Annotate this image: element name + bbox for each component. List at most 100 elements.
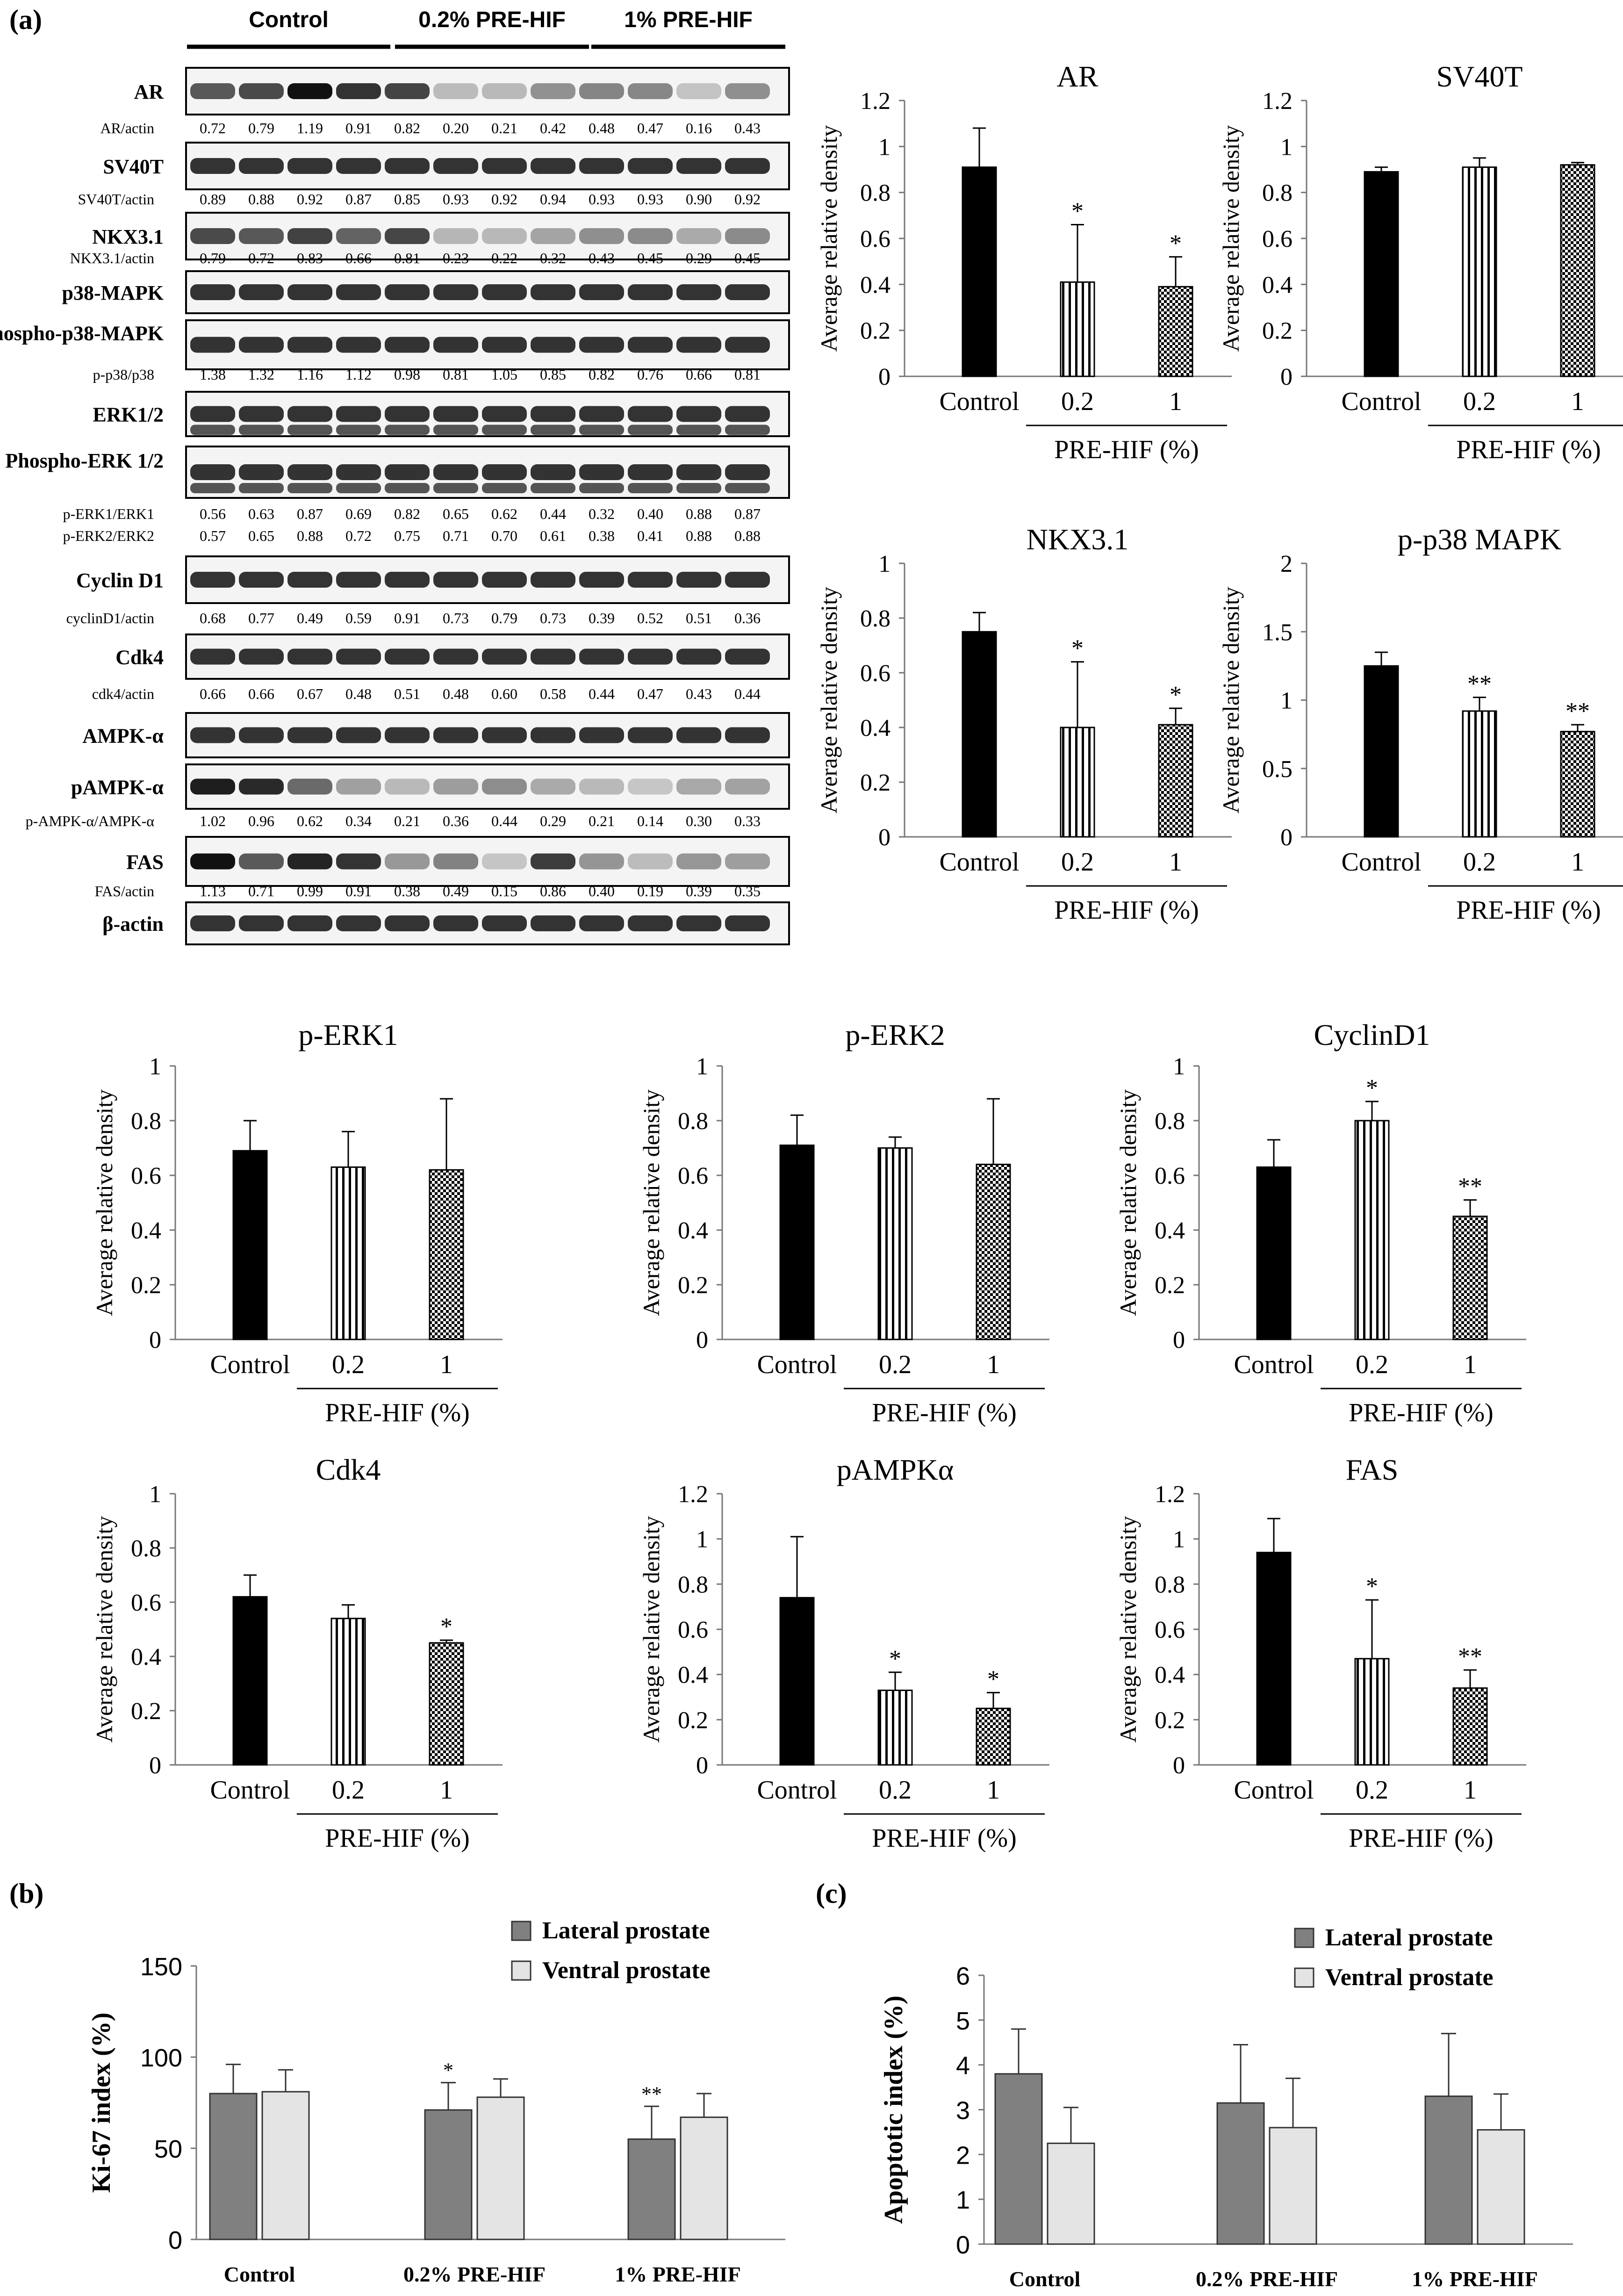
y-tick-label: 4 [956, 2052, 970, 2080]
blot-band [579, 572, 624, 588]
blot-band-lower [676, 425, 721, 435]
blot-row-label: FAS [126, 851, 164, 874]
blot-band [385, 648, 430, 665]
blot-band [385, 228, 430, 244]
ratio-label: p-AMPK-α/AMPK-α [26, 813, 155, 829]
bar [1452, 1216, 1488, 1340]
blot-band-lower [336, 425, 381, 435]
ratio-value: 0.56 [200, 505, 226, 522]
y-tick-label: 0.8 [131, 1535, 161, 1562]
bar [1462, 166, 1497, 377]
y-tick-label: 0 [1280, 364, 1293, 390]
blot-band [628, 228, 673, 244]
ratio-value: 0.79 [491, 610, 517, 626]
y-tick-label: 0.8 [1155, 1571, 1185, 1598]
blot-band [628, 915, 673, 931]
bar [232, 1596, 268, 1766]
ratio-label: cyclinD1/actin [66, 610, 154, 626]
significance-marker: ** [1458, 1173, 1482, 1200]
x-tick-label: 0.2 [1463, 848, 1496, 877]
ratio-value: 0.91 [345, 883, 372, 900]
ratio-value: 0.21 [491, 120, 517, 137]
blot-band [531, 778, 575, 795]
bar [976, 1707, 1011, 1766]
chart-title: p-ERK2 [845, 1018, 945, 1051]
ratio-value: 0.81 [734, 366, 761, 383]
ratio-label: SV40T/actin [78, 191, 154, 208]
blot-band [433, 83, 478, 99]
x-tick-label: Control [210, 1776, 290, 1805]
blot-band [336, 853, 381, 870]
blot-band [239, 727, 284, 743]
blot-band [287, 727, 332, 743]
ratio-value: 0.21 [589, 813, 615, 829]
ratio-value: 0.59 [345, 610, 372, 626]
blot-band [579, 83, 624, 99]
y-tick-label: 150 [140, 1953, 182, 1981]
blot-band [482, 158, 527, 174]
ratio-value: 0.82 [589, 366, 615, 383]
blot-band-lower [287, 425, 332, 435]
legend-swatch [1294, 1967, 1314, 1988]
significance-marker: ** [641, 2082, 662, 2105]
ratio-value: 0.88 [248, 191, 274, 208]
bar [476, 2096, 525, 2240]
blot-frame [185, 67, 790, 115]
significance-marker: * [440, 1613, 452, 1640]
x-tick-label: Control [1341, 848, 1421, 877]
blot-row-label: Phospho-ERK 1/2 [5, 449, 164, 472]
ratio-value: 0.30 [686, 813, 712, 829]
y-tick-label: 0.2 [860, 318, 890, 345]
x-tick-label: 1% PRE-HIF [615, 2262, 741, 2286]
bar [976, 1164, 1011, 1340]
ratio-value: 0.85 [540, 366, 566, 383]
blot-band [385, 337, 430, 353]
group-label: PRE-HIF (%) [872, 1824, 1017, 1853]
bar [1060, 281, 1095, 377]
x-tick-label: 1 [440, 1776, 453, 1805]
ratio-value: 0.42 [540, 120, 566, 137]
ratio-value: 0.73 [540, 610, 566, 626]
group-label: PRE-HIF (%) [1054, 896, 1199, 925]
y-axis-label: Average relative density [1115, 1089, 1141, 1316]
blot-band [531, 337, 575, 353]
blot-band [676, 853, 721, 870]
blot-band-lower [433, 425, 478, 435]
blot-band [482, 778, 527, 795]
blot-band [239, 572, 284, 588]
ratio-value: 0.60 [491, 685, 517, 702]
blot-band-lower [482, 425, 527, 435]
y-axis-label: Average relative density [638, 1089, 664, 1316]
ratio-value: 0.49 [297, 610, 323, 626]
chart-title: AR [1057, 60, 1099, 93]
blot-band [287, 778, 332, 795]
blot-band [482, 572, 527, 588]
blot-band [190, 853, 235, 870]
blot-band [385, 406, 430, 422]
blot-frame [185, 836, 790, 887]
blot-band-lower [239, 425, 284, 435]
blot-band-lower [190, 425, 235, 435]
y-tick-label: 0 [149, 1327, 161, 1353]
ratio-value: 0.72 [200, 120, 226, 137]
blot-band [190, 158, 235, 174]
y-tick-label: 0 [149, 1752, 161, 1779]
chart-title: p-ERK1 [298, 1018, 398, 1051]
y-tick-label: 0.4 [1262, 272, 1293, 298]
panel-label-c: (c) [816, 1878, 847, 1909]
blot-band-lower [190, 483, 235, 493]
blot-band [239, 915, 284, 931]
blot-band [579, 464, 624, 480]
ratio-value: 0.99 [297, 883, 323, 900]
blot-band [433, 915, 478, 931]
blot-band [190, 572, 235, 588]
x-tick-label: Control [757, 1776, 837, 1805]
ratio-value: 0.81 [394, 250, 420, 266]
blot-band [531, 284, 575, 300]
blot-row-label: Cdk4 [115, 646, 164, 669]
blot-band [579, 284, 624, 300]
bar [261, 2091, 310, 2240]
y-tick-label: 2 [1280, 551, 1293, 577]
blot-band [676, 284, 721, 300]
blot-band [725, 464, 770, 480]
